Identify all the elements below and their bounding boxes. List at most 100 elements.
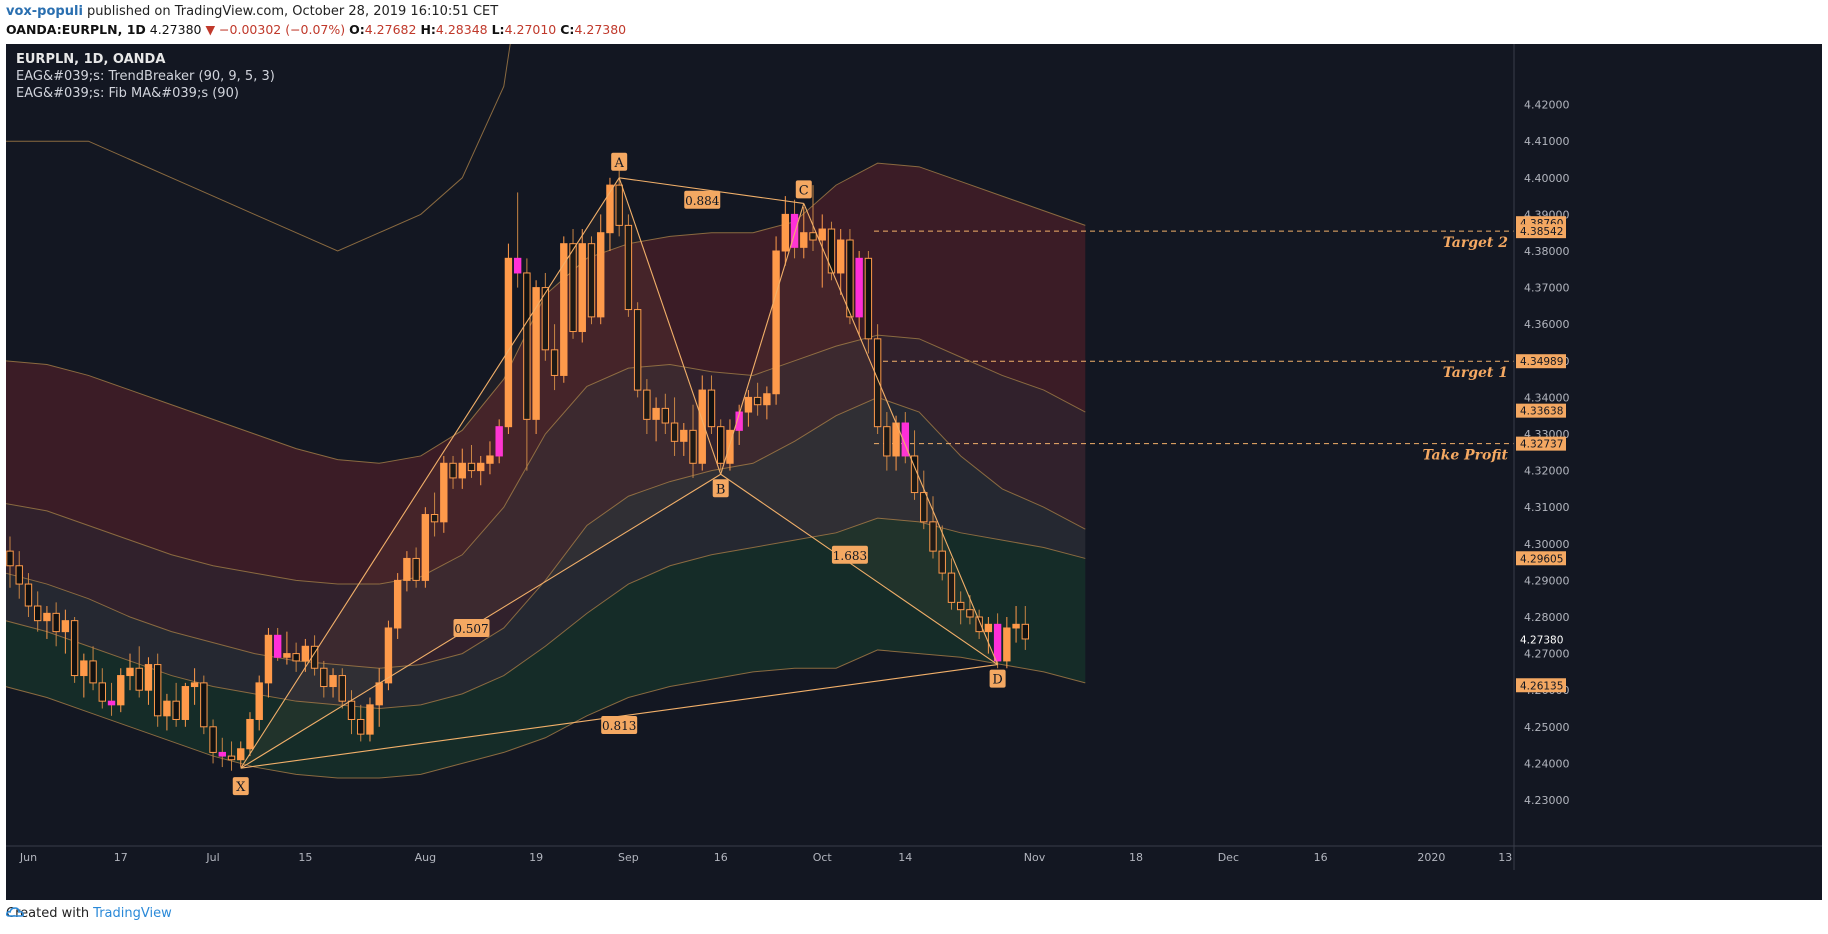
candle bbox=[920, 492, 928, 523]
candle bbox=[1012, 623, 1020, 629]
candle bbox=[587, 243, 596, 318]
candle bbox=[744, 396, 753, 413]
candle bbox=[338, 675, 346, 702]
candle bbox=[661, 407, 670, 424]
candle bbox=[467, 462, 476, 472]
legend-indicator-trendbreaker[interactable]: EAG&#039;s: TrendBreaker (90, 9, 5, 3) bbox=[16, 69, 275, 84]
candle bbox=[117, 675, 125, 706]
legend-title: EURPLN, 1D, OANDA bbox=[16, 52, 166, 67]
band-line-mid-lower bbox=[6, 517, 1086, 710]
candle bbox=[680, 429, 688, 442]
candle bbox=[458, 462, 466, 479]
pattern-point-c: C bbox=[799, 183, 809, 198]
candle bbox=[624, 224, 633, 311]
price-label: 4.33638 bbox=[1520, 406, 1563, 418]
candle bbox=[486, 455, 494, 464]
candle bbox=[163, 700, 171, 717]
candle bbox=[43, 612, 51, 622]
time-tick: 2020 bbox=[1417, 851, 1445, 864]
candle bbox=[329, 675, 337, 688]
candle bbox=[393, 579, 402, 629]
ratio-badge bbox=[601, 715, 638, 734]
ratio-badge bbox=[831, 545, 868, 564]
publish-info: vox-populi published on TradingView.com,… bbox=[6, 4, 498, 20]
candle bbox=[929, 521, 937, 552]
price-tick: 4.40000 bbox=[1524, 172, 1570, 185]
pattern-leg-ac bbox=[619, 177, 804, 204]
chart-legend: EURPLN, 1D, OANDA EAG&#039;s: TrendBreak… bbox=[16, 51, 275, 102]
symbol-info: OANDA:EURPLN, 1D 4.27380 ▼ −0.00302 (−0.… bbox=[6, 22, 626, 38]
candle bbox=[753, 396, 762, 406]
price-tick: 4.29000 bbox=[1524, 574, 1570, 587]
candle bbox=[430, 514, 439, 523]
candle bbox=[597, 232, 605, 318]
candle bbox=[495, 426, 503, 457]
author-link[interactable]: vox-populi bbox=[6, 4, 83, 19]
pattern-point-badge bbox=[712, 479, 729, 498]
candle bbox=[477, 462, 485, 472]
tradingview-link[interactable]: TradingView bbox=[93, 906, 172, 921]
price-label: 4.26135 bbox=[1520, 680, 1563, 692]
time-tick: 18 bbox=[1129, 851, 1143, 864]
price-tick: 4.41000 bbox=[1524, 135, 1570, 148]
candle bbox=[61, 620, 70, 633]
candle bbox=[412, 557, 420, 581]
candle bbox=[707, 389, 716, 428]
price-tick: 4.38000 bbox=[1524, 245, 1570, 258]
tradingview-cloud-icon bbox=[6, 907, 24, 917]
candle bbox=[126, 667, 134, 677]
symbol-name: OANDA:EURPLN, 1D bbox=[6, 22, 146, 37]
candle bbox=[541, 287, 550, 351]
legend-indicator-fib-ma[interactable]: EAG&#039;s: Fib MA&#039;s (90) bbox=[16, 86, 239, 101]
price-chart[interactable]: Target 2 Target 1 Take Profit X A B C D 0.507 0.8… bbox=[6, 44, 1822, 900]
pattern-leg-xa bbox=[240, 177, 620, 769]
candle bbox=[107, 700, 116, 706]
candle bbox=[781, 213, 790, 252]
candle bbox=[550, 349, 559, 376]
pattern-point-badge bbox=[989, 669, 1006, 688]
candle bbox=[606, 184, 614, 234]
price-tick: 4.31000 bbox=[1524, 501, 1570, 514]
publish-date: published on TradingView.com, October 28… bbox=[87, 4, 499, 19]
pattern-point-badge bbox=[795, 180, 812, 199]
candle bbox=[292, 653, 300, 662]
price-label-box bbox=[1516, 354, 1566, 369]
pattern-fill-xab bbox=[240, 177, 721, 769]
candle bbox=[578, 243, 586, 333]
time-tick: 13 bbox=[1498, 851, 1512, 864]
price-tick: 4.42000 bbox=[1524, 99, 1570, 112]
ratio-badge bbox=[684, 190, 721, 209]
time-tick: 16 bbox=[714, 851, 728, 864]
price-label-box bbox=[1516, 436, 1566, 451]
pattern-fill-bcd bbox=[720, 203, 998, 665]
candle bbox=[855, 257, 863, 318]
candle bbox=[375, 682, 383, 706]
price-tick: 4.28000 bbox=[1524, 611, 1570, 624]
pattern-leg-bd bbox=[720, 473, 998, 666]
last-price: 4.27380 bbox=[149, 22, 202, 37]
ratio-badge bbox=[453, 618, 490, 637]
candle bbox=[735, 411, 743, 431]
candle bbox=[956, 601, 965, 611]
band-middle-fill bbox=[6, 397, 1086, 709]
price-label-box bbox=[1516, 403, 1566, 418]
pattern-point-a: A bbox=[613, 156, 624, 171]
candle bbox=[227, 755, 236, 761]
candle bbox=[24, 583, 33, 607]
pattern-point-badge bbox=[611, 152, 628, 171]
time-tick: 19 bbox=[529, 851, 543, 864]
candle bbox=[255, 682, 263, 720]
price-tick: 4.37000 bbox=[1524, 282, 1570, 295]
candle bbox=[717, 426, 725, 464]
candle bbox=[172, 700, 180, 720]
candle bbox=[689, 429, 697, 464]
ratio-label: 1.683 bbox=[833, 549, 867, 563]
time-tick: Aug bbox=[415, 851, 436, 864]
chart-area[interactable]: Target 2 Target 1 Take Profit X A B C D 0.507 0.8… bbox=[6, 44, 1822, 900]
candle bbox=[320, 667, 328, 688]
candle bbox=[98, 682, 106, 702]
price-tick: 4.34000 bbox=[1524, 391, 1570, 404]
candle bbox=[523, 272, 531, 420]
pattern-point-d: D bbox=[992, 673, 1002, 688]
level-label: Target 2 bbox=[1443, 235, 1509, 251]
